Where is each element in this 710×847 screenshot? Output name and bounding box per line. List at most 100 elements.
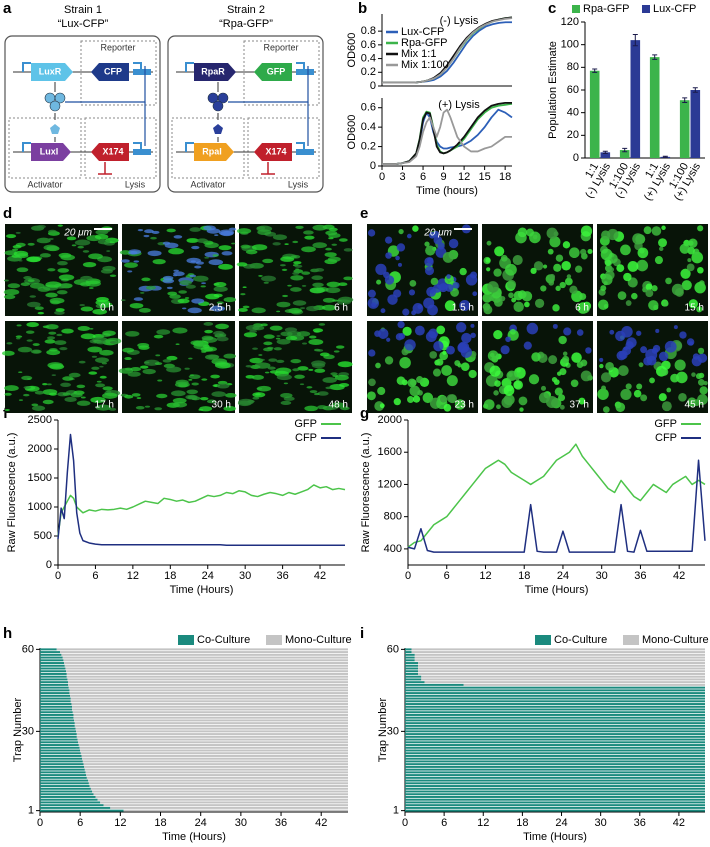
cell bbox=[335, 345, 345, 349]
cell bbox=[331, 243, 338, 246]
strain-box bbox=[167, 35, 324, 193]
cell bbox=[204, 329, 213, 334]
cell bbox=[654, 256, 663, 265]
co-culture-bar bbox=[40, 722, 75, 725]
x-axis-title: Time (Hours) bbox=[523, 831, 587, 843]
cell bbox=[500, 345, 510, 355]
co-culture-bar bbox=[40, 798, 98, 801]
operator bbox=[296, 149, 314, 155]
mono-culture-bar bbox=[85, 771, 349, 774]
cell bbox=[380, 308, 386, 314]
cell bbox=[276, 335, 281, 337]
co-culture-bar bbox=[40, 683, 69, 686]
x-tick-label: 0 bbox=[379, 171, 385, 183]
cell bbox=[91, 355, 98, 358]
cell bbox=[501, 396, 513, 408]
x-tick-label: 12 bbox=[127, 570, 139, 582]
cell bbox=[580, 248, 587, 256]
y-tick-label: 800 bbox=[384, 511, 402, 523]
cell bbox=[308, 335, 317, 339]
activator-box bbox=[8, 117, 82, 179]
cell bbox=[616, 264, 625, 273]
co-culture-bar bbox=[405, 727, 705, 730]
cell bbox=[632, 233, 644, 245]
cell bbox=[424, 241, 430, 247]
x-tick-label: 36 bbox=[276, 570, 288, 582]
cell bbox=[215, 323, 229, 330]
co-culture-bar bbox=[40, 697, 71, 700]
cell bbox=[290, 359, 302, 364]
cell bbox=[561, 355, 570, 364]
lysis-label: Lysis bbox=[125, 179, 146, 189]
legend-swatch bbox=[642, 5, 650, 13]
mono-culture-bar bbox=[418, 662, 705, 665]
cell bbox=[57, 261, 68, 266]
cell bbox=[281, 268, 288, 271]
cell bbox=[272, 234, 288, 241]
cell bbox=[211, 391, 226, 398]
cell bbox=[218, 263, 233, 270]
x-tick-label: 0 bbox=[55, 570, 61, 582]
cell bbox=[422, 392, 434, 404]
cell bbox=[575, 265, 583, 273]
cell bbox=[214, 234, 219, 236]
cell bbox=[155, 354, 161, 357]
y-axis-title: Raw Fluorescence (a.u.) bbox=[360, 433, 372, 553]
cell bbox=[665, 277, 672, 285]
cell bbox=[3, 288, 20, 296]
co-culture-bar bbox=[405, 694, 705, 697]
co-culture-bar bbox=[405, 722, 705, 725]
cell bbox=[688, 341, 694, 346]
scale-bar-label: 20 μm bbox=[63, 228, 92, 239]
cell bbox=[106, 250, 111, 252]
cell bbox=[399, 356, 411, 369]
cell bbox=[144, 405, 151, 408]
cell bbox=[516, 368, 521, 373]
cell bbox=[68, 372, 81, 378]
cell bbox=[97, 239, 111, 245]
cell bbox=[459, 300, 471, 312]
cell bbox=[499, 295, 506, 302]
cell bbox=[258, 354, 263, 356]
cell bbox=[280, 393, 293, 398]
mono-culture-bar bbox=[74, 722, 349, 725]
cell bbox=[412, 395, 421, 403]
cell bbox=[321, 304, 337, 311]
cell bbox=[601, 274, 613, 286]
co-culture-bar bbox=[40, 804, 104, 807]
error-bar bbox=[662, 155, 668, 158]
x-tick-label: 6 bbox=[420, 171, 426, 183]
co-culture-bar bbox=[405, 801, 705, 804]
time-label: 6 h bbox=[575, 303, 589, 314]
cell bbox=[56, 333, 63, 337]
co-culture-bar bbox=[40, 774, 87, 777]
cell bbox=[89, 327, 94, 330]
synthase-gene bbox=[194, 143, 234, 161]
cell bbox=[401, 348, 409, 356]
series-line bbox=[382, 102, 513, 165]
cell bbox=[58, 274, 75, 281]
cell bbox=[367, 289, 376, 298]
co-culture-bar bbox=[405, 798, 705, 801]
bar bbox=[690, 90, 701, 158]
cell bbox=[285, 335, 298, 341]
x-tick-label: 36 bbox=[275, 817, 287, 829]
cell bbox=[570, 379, 579, 388]
regulator-name: RpaR bbox=[201, 66, 225, 76]
cell bbox=[697, 378, 705, 386]
x-tick-label: 18 bbox=[516, 817, 528, 829]
co-culture-bar bbox=[40, 771, 86, 774]
co-culture-bar bbox=[40, 703, 72, 706]
cell bbox=[580, 359, 588, 367]
cell bbox=[385, 252, 392, 259]
co-culture-bar bbox=[405, 785, 705, 788]
cell bbox=[80, 275, 93, 281]
cell bbox=[513, 290, 524, 301]
cell bbox=[4, 385, 19, 392]
cell bbox=[553, 263, 562, 272]
cell bbox=[658, 351, 669, 362]
mono-culture-bar bbox=[63, 659, 348, 662]
cell bbox=[430, 277, 439, 286]
mono-culture-bar bbox=[69, 689, 348, 692]
mono-culture-bar bbox=[67, 678, 348, 681]
